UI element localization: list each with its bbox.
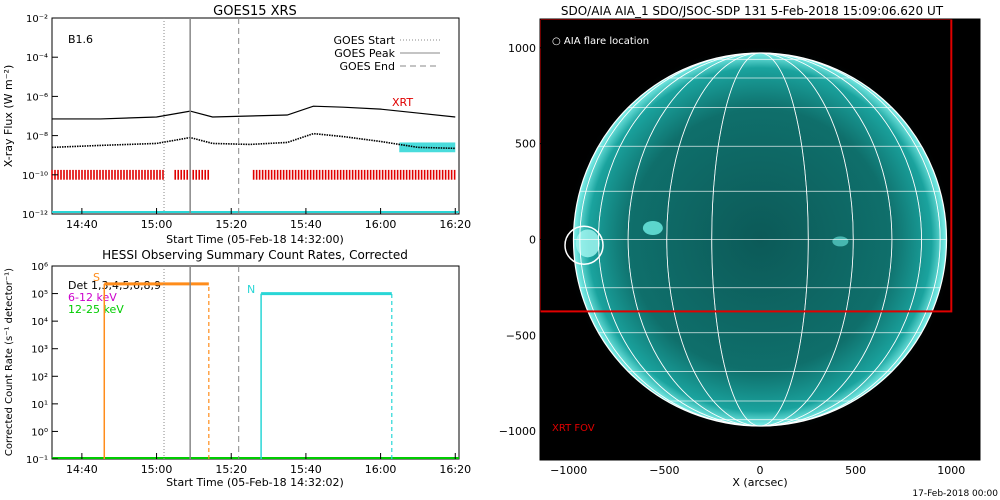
goes-series-long	[52, 105, 456, 120]
goes-x-tick-label: 15:00	[141, 218, 173, 231]
aia-y-tick-label: −500	[506, 329, 536, 342]
aia-x-tick-label: 0	[757, 464, 764, 477]
goes-legend: GOES Start GOES Peak GOES End	[334, 34, 440, 73]
footer-date: 17-Feb-2018 00:00	[912, 489, 998, 499]
hessi-y-tick-label: 10⁴	[31, 317, 48, 328]
goes-y-ticks: 10⁻¹² 10⁻¹⁰ 10⁻⁸ 10⁻⁶ 10⁻⁴ 10⁻²	[22, 14, 58, 221]
aia-flare-region	[575, 229, 600, 258]
aia-title: SDO/AIA AIA_1 SDO/JSOC-SDP 131 5-Feb-201…	[561, 4, 944, 18]
goes-y-tick-label: 10⁻²	[26, 14, 48, 25]
hessi-x-tick-label: 15:00	[141, 463, 173, 476]
aia-y-tick-label: 500	[515, 138, 536, 151]
goes-ylabel: X-ray Flux (W m⁻²)	[2, 65, 15, 167]
goes-x-tick-label: 16:20	[439, 218, 471, 231]
goes-y-tick-label: 10⁻¹²	[22, 210, 48, 221]
aia-xrt-fov-box	[540, 19, 953, 313]
legend-goes-start: GOES Start	[334, 34, 396, 47]
goes-x-tick-label: 14:40	[66, 218, 98, 231]
aia-y-tick-label: 0	[529, 234, 536, 247]
hessi-y-ticks: 10⁻¹ 10⁰ 10¹ 10² 10³ 10⁴ 10⁵ 10⁶	[26, 262, 58, 466]
hessi-panel: HESSI Observing Summary Count Rates, Cor…	[4, 248, 471, 489]
hessi-y-tick-label: 10⁵	[31, 290, 48, 301]
hessi-y-tick-label: 10¹	[31, 400, 48, 411]
aia-legend-flare: ○ AIA flare location	[552, 36, 649, 47]
goes-cyan-band	[399, 142, 456, 153]
aia-x-tick-label: −500	[649, 464, 679, 477]
hessi-y-tick-label: 10⁻¹	[26, 455, 48, 466]
goes-y-tick-label: 10⁻⁴	[26, 53, 48, 64]
goes-xrt-label: XRT	[392, 96, 413, 109]
hessi-n-label: N	[247, 283, 255, 296]
aia-y-ticks: 1000 500 0 −500 −1000	[499, 42, 546, 438]
aia-fov-label: XRT FOV	[552, 423, 595, 434]
hessi-legend-det: Det 1,3,4,5,6,8,9	[68, 279, 161, 292]
goes-plot-frame	[51, 17, 460, 215]
hessi-marks	[52, 266, 459, 459]
hessi-ylabel: Corrected Count Rate (s⁻¹ detector⁻¹)	[4, 268, 15, 456]
goes-panel: GOES15 XRS B1.6 GOES Start GOES Peak GOE…	[2, 4, 471, 246]
goes-y-tick-label: 10⁻⁸	[26, 132, 48, 143]
hessi-y-tick-label: 10⁶	[31, 262, 48, 273]
hessi-x-tick-label: 16:00	[365, 463, 397, 476]
hessi-y-tick-label: 10³	[31, 345, 48, 356]
goes-marks	[51, 18, 459, 214]
hessi-x-tick-label: 16:20	[439, 463, 471, 476]
goes-title: GOES15 XRS	[213, 4, 297, 19]
goes-y-tick-label: 10⁻¹⁰	[22, 171, 48, 182]
aia-y-tick-label: 1000	[508, 42, 536, 55]
aia-bright-spot	[832, 236, 849, 247]
goes-class-label: B1.6	[68, 33, 93, 46]
hessi-x-ticks: 14:40 15:00 15:20 15:40 16:00 16:20	[66, 453, 471, 476]
hessi-x-tick-label: 15:40	[290, 463, 322, 476]
aia-y-tick-label: −1000	[499, 425, 536, 438]
hessi-s-label: S	[93, 271, 100, 284]
aia-limb	[572, 52, 948, 427]
goes-y-tick-label: 10⁻⁶	[26, 92, 48, 103]
hessi-x-tick-label: 15:20	[215, 463, 247, 476]
aia-x-ticks: −1000 −500 0 500 1000	[550, 454, 965, 477]
hessi-y-tick-label: 10⁰	[31, 427, 48, 438]
aia-marks	[540, 19, 955, 435]
goes-x-tick-label: 15:20	[215, 218, 247, 231]
hessi-y-tick-label: 10²	[31, 372, 48, 383]
hessi-x-tick-label: 14:40	[66, 463, 98, 476]
aia-xlabel: X (arcsec)	[732, 476, 787, 489]
aia-flare-circle	[564, 225, 604, 266]
aia-x-tick-label: 500	[845, 464, 866, 477]
hessi-legend-12-25: 12-25 keV	[68, 303, 124, 316]
goes-x-tick-label: 16:00	[365, 218, 397, 231]
aia-panel: SDO/AIA AIA_1 SDO/JSOC-SDP 131 5-Feb-201…	[499, 4, 998, 499]
hessi-title: HESSI Observing Summary Count Rates, Cor…	[102, 248, 408, 262]
goes-x-tick-label: 15:40	[290, 218, 322, 231]
goes-xlabel: Start Time (05-Feb-18 14:32:00)	[166, 233, 344, 246]
legend-goes-peak: GOES Peak	[334, 47, 395, 60]
hessi-xlabel: Start Time (05-Feb-18 14:32:02)	[166, 476, 344, 489]
goes-series-short	[51, 132, 456, 150]
aia-x-tick-label: −1000	[550, 464, 587, 477]
aia-x-tick-label: 1000	[937, 464, 965, 477]
aia-active-region	[642, 220, 663, 235]
goes-x-ticks: 14:40 15:00 15:20 15:40 16:00 16:20	[66, 208, 471, 231]
legend-goes-end: GOES End	[339, 60, 395, 73]
